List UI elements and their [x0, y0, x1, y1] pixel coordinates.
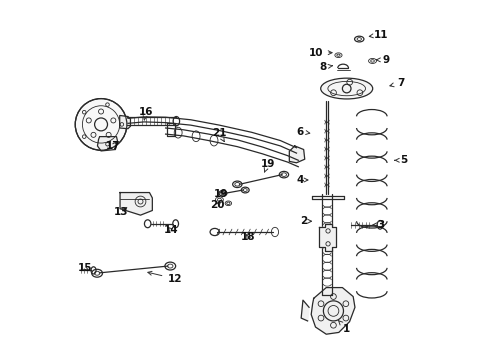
Text: 19: 19	[260, 159, 274, 172]
Polygon shape	[289, 146, 304, 163]
Ellipse shape	[320, 78, 372, 99]
Text: 18: 18	[241, 232, 255, 242]
Text: 21: 21	[212, 129, 226, 141]
Text: 19: 19	[214, 189, 228, 199]
Text: 8: 8	[319, 62, 332, 72]
Text: 7: 7	[389, 78, 404, 88]
Text: 17: 17	[106, 141, 121, 151]
Text: 13: 13	[113, 207, 128, 217]
Circle shape	[75, 99, 126, 150]
Text: 12: 12	[147, 271, 182, 284]
Text: 9: 9	[376, 55, 389, 65]
Polygon shape	[120, 116, 130, 129]
Polygon shape	[301, 300, 308, 321]
Text: 15: 15	[78, 263, 92, 273]
Polygon shape	[120, 193, 152, 215]
Text: 20: 20	[210, 200, 224, 210]
Text: 1: 1	[338, 320, 349, 334]
Polygon shape	[310, 288, 354, 334]
Text: 4: 4	[296, 175, 307, 185]
Polygon shape	[97, 136, 117, 151]
Polygon shape	[318, 224, 335, 251]
Text: 6: 6	[296, 127, 309, 136]
Text: 14: 14	[163, 225, 178, 235]
Text: 10: 10	[308, 48, 331, 58]
Text: 2: 2	[300, 216, 311, 226]
Text: 16: 16	[139, 107, 153, 120]
Text: 5: 5	[394, 155, 407, 165]
Text: 3: 3	[372, 220, 384, 230]
Text: 11: 11	[368, 30, 387, 40]
